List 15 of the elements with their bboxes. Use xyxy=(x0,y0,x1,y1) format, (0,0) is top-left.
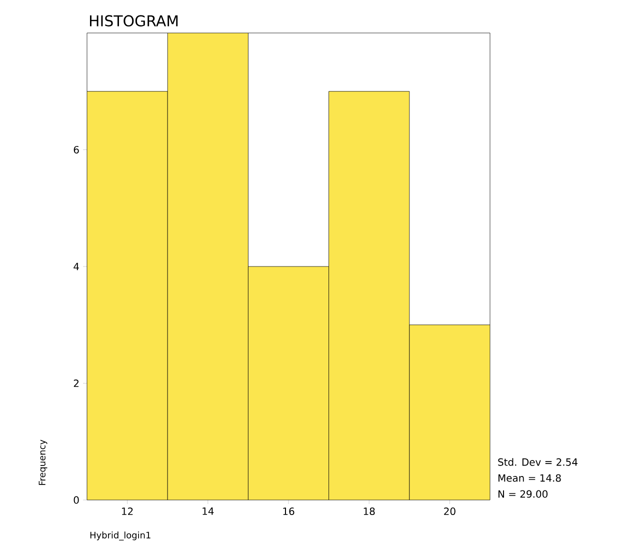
x-tick-label: 14 xyxy=(202,508,214,515)
y-tick-label: 0 xyxy=(74,496,79,504)
y-tick-label: 4 xyxy=(74,262,79,270)
x-tick-label: 20 xyxy=(444,507,456,516)
y-tick-label: 6 xyxy=(74,146,79,154)
text: N = 29.00 xyxy=(498,490,548,498)
text: Std. Dev = 2.54 xyxy=(498,458,578,466)
y-axis-title: Frequency xyxy=(38,440,48,485)
text: Mean = 14.8 xyxy=(498,474,561,482)
chart-title: HISTOGRAM xyxy=(90,15,178,26)
y-tick-label: 2 xyxy=(74,380,78,387)
x-tick-label: 16 xyxy=(283,507,294,516)
x-tick-label: 18 xyxy=(364,507,375,516)
x-axis-title: Hybrid_login1 xyxy=(90,532,150,540)
x-tick-label: 12 xyxy=(122,507,133,515)
